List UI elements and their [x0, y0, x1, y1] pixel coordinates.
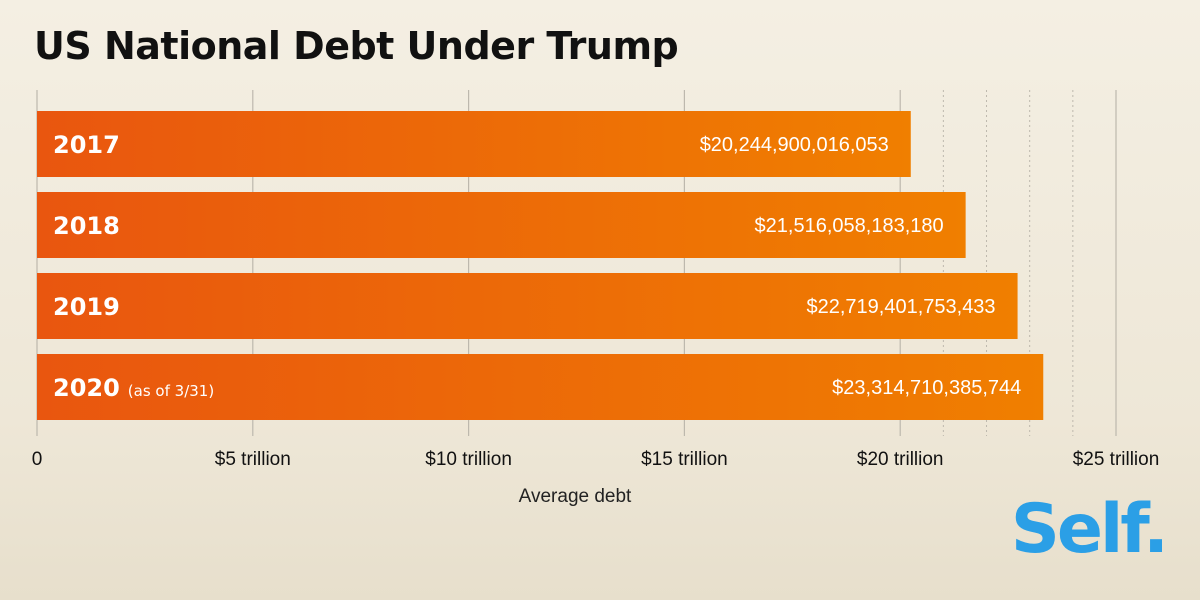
- bar-2017: [37, 111, 911, 177]
- tick-label-2: $10 trillion: [425, 449, 512, 470]
- category-label-2017: 2017: [53, 131, 120, 159]
- bar-2020: [37, 354, 1044, 420]
- tick-label-1: $5 trillion: [215, 449, 291, 470]
- tick-label-5: $25 trillion: [1073, 449, 1160, 470]
- category-label-2018: 2018: [53, 212, 120, 240]
- tick-label-0: 0: [32, 449, 43, 470]
- value-label-2019: $22,719,401,753,433: [806, 296, 995, 318]
- bar-2018: [37, 192, 966, 258]
- value-label-2017: $20,244,900,016,053: [700, 134, 889, 156]
- category-label-2019: 2019: [53, 293, 120, 321]
- value-label-2020: $23,314,710,385,744: [832, 377, 1021, 399]
- self-logo: Self.: [1010, 490, 1169, 569]
- tick-label-3: $15 trillion: [641, 449, 728, 470]
- category-note: (as of 3/31): [128, 382, 214, 400]
- chart-title: US National Debt Under Trump: [34, 24, 679, 68]
- bar-2019: [37, 273, 1018, 339]
- bars: 2017 $20,244,900,016,053 2018 $21,516,058,1…: [37, 111, 1044, 420]
- x-axis-label: Average debt: [518, 486, 632, 507]
- value-label-2018: $21,516,058,183,180: [755, 215, 944, 237]
- x-axis-tick-labels: 0 $5 trillion $10 trillion $15 trillion $20 …: [32, 449, 1160, 470]
- tick-label-4: $20 trillion: [857, 449, 944, 470]
